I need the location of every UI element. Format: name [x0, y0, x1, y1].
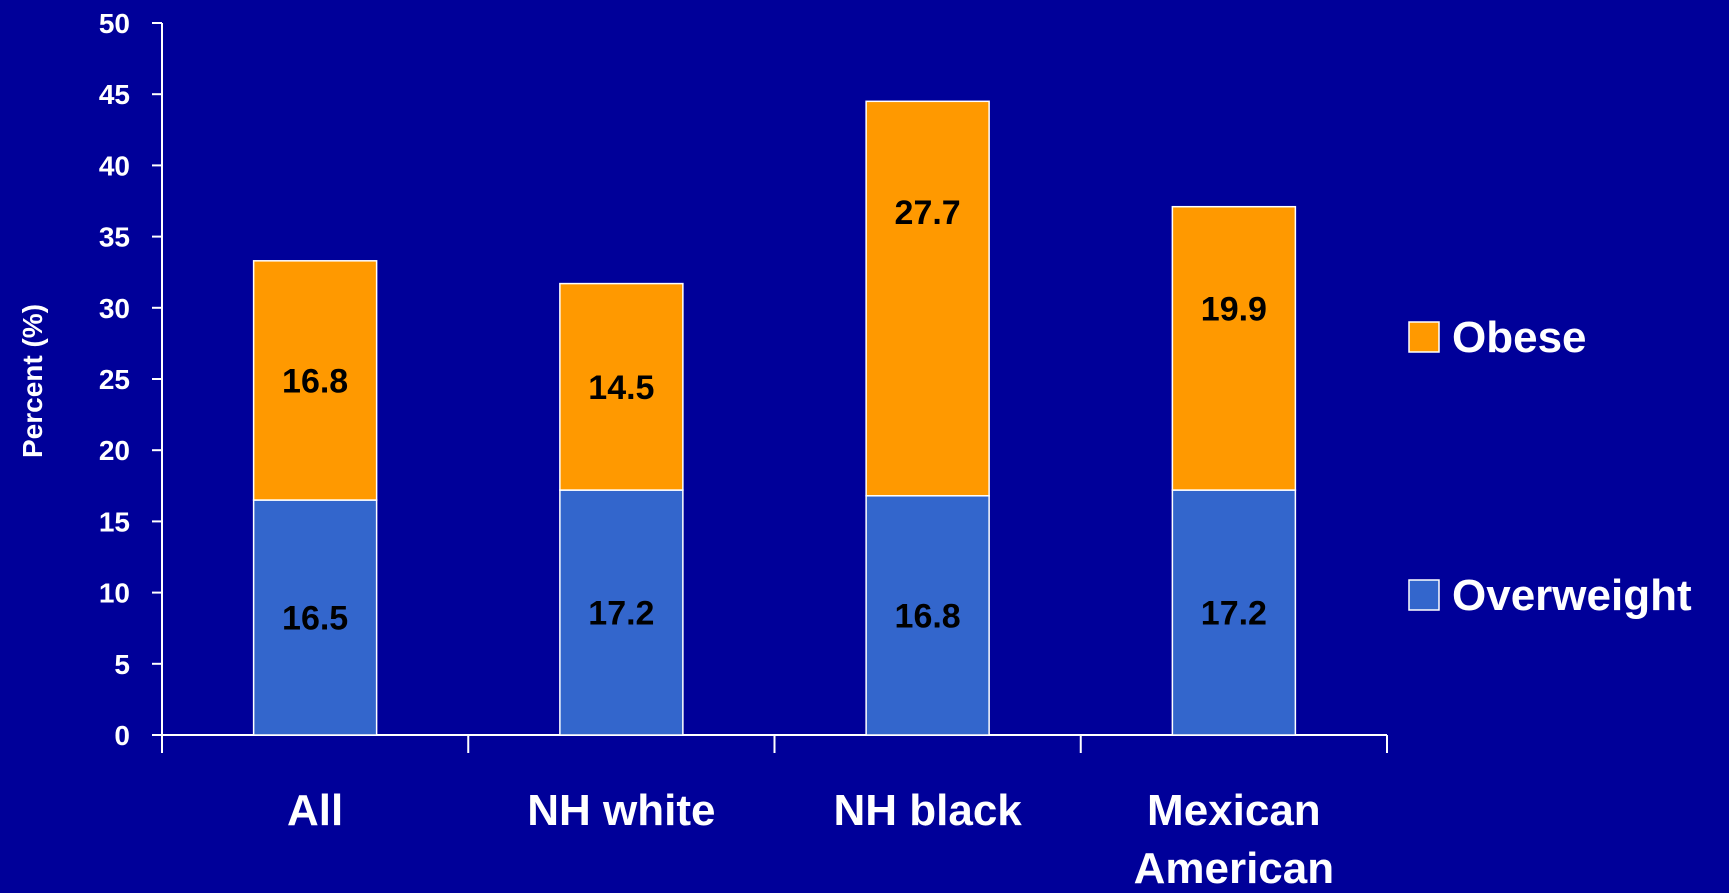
y-tick-label: 0 — [114, 720, 130, 751]
data-label-overweight: 16.8 — [895, 597, 961, 635]
y-axis-title-group: Percent (%) — [17, 304, 48, 458]
y-tick-label: 25 — [99, 364, 130, 395]
bar-segment-overweight — [1171, 489, 1297, 736]
y-tick-label: 10 — [99, 578, 130, 609]
y-tick-labels: 0 5 10 15 20 25 30 35 40 45 50 — [99, 8, 130, 751]
bar-segment-obese — [1171, 205, 1297, 491]
x-tick-label: NH white — [527, 786, 715, 835]
y-tick-label: 50 — [99, 8, 130, 39]
data-label-overweight: 17.2 — [1201, 595, 1267, 633]
bar-segment-obese — [865, 100, 990, 497]
x-tick-labels: All NH white NH black Mexican American — [287, 786, 1334, 893]
y-tick-label: 5 — [114, 649, 130, 680]
y-tick-label: 30 — [99, 293, 130, 324]
legend-label-obese: Obese — [1452, 313, 1587, 362]
data-label-obese: 19.9 — [1201, 291, 1267, 329]
bar-segment-overweight — [865, 495, 990, 736]
bar-segment-obese — [559, 282, 684, 491]
legend: Obese Overweight — [1408, 313, 1692, 620]
x-tick-label: Mexican American — [1134, 786, 1335, 893]
legend-swatch-obese — [1408, 321, 1440, 353]
y-tick-label: 15 — [99, 506, 130, 537]
y-tick-label: 40 — [99, 150, 130, 181]
data-label-obese: 16.8 — [282, 362, 348, 400]
x-tick-label: All — [287, 786, 343, 835]
data-labels: 16.5 16.8 17.2 14.5 16.8 27.7 17.2 19.9 — [282, 194, 1267, 638]
data-label-overweight: 16.5 — [282, 600, 348, 638]
legend-swatch-overweight — [1408, 579, 1440, 611]
data-label-obese: 14.5 — [588, 369, 654, 407]
legend-label-overweight: Overweight — [1452, 571, 1692, 620]
bar-segment-obese — [252, 260, 378, 501]
y-tick-label: 35 — [99, 222, 130, 253]
data-label-obese: 27.7 — [895, 194, 961, 232]
data-label-overweight: 17.2 — [588, 595, 654, 633]
y-axis-title: Percent (%) — [17, 304, 48, 458]
y-tick-label: 20 — [99, 435, 130, 466]
x-tick-label: NH black — [833, 786, 1022, 835]
y-tick-label: 45 — [99, 79, 130, 110]
bars — [252, 100, 1297, 736]
